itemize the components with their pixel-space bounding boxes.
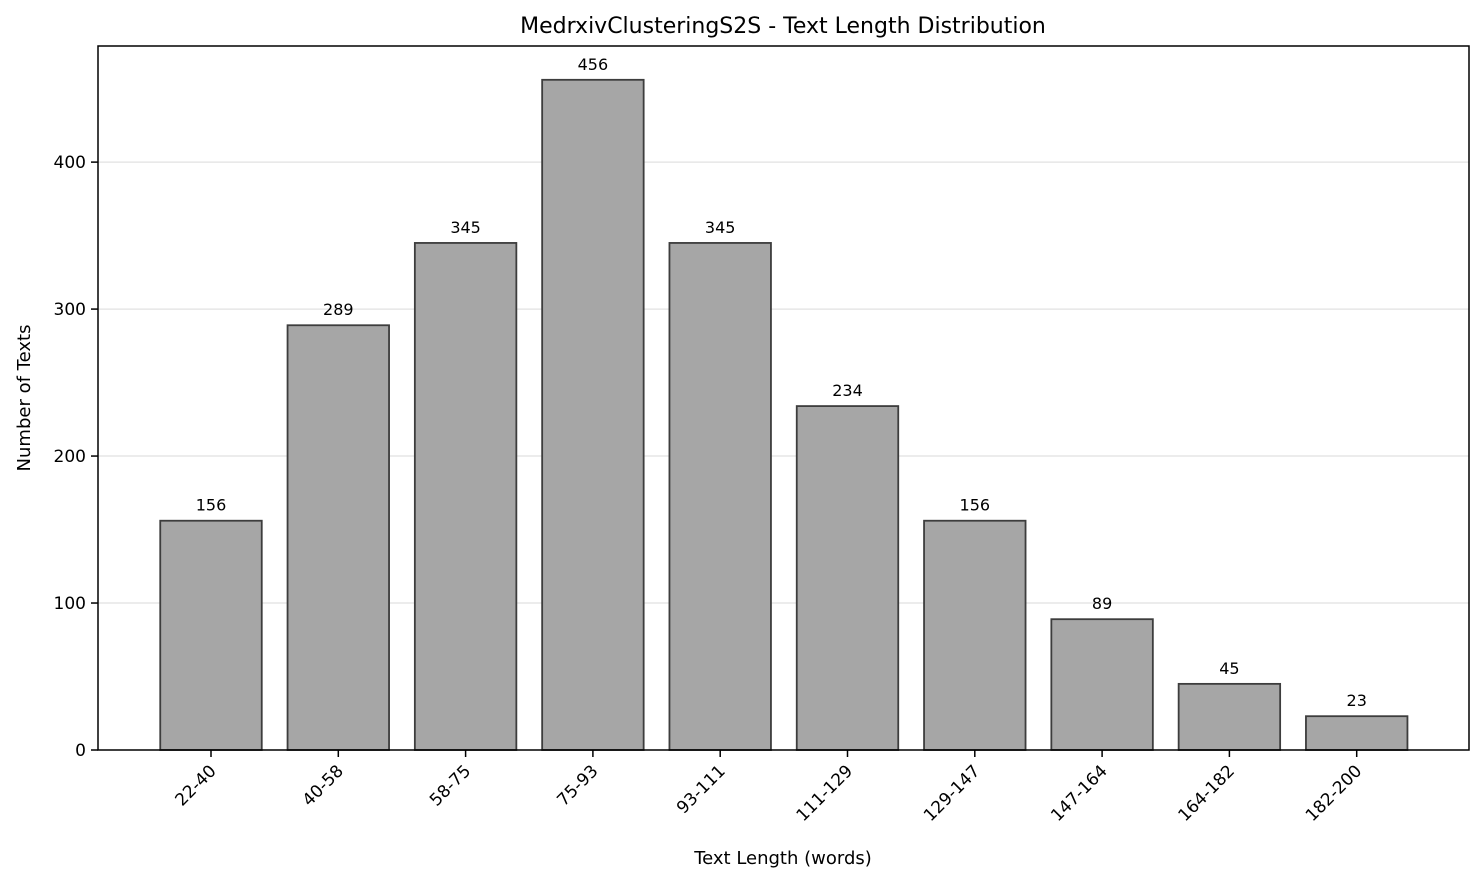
y-tick-label: 0: [75, 741, 86, 761]
y-tick-label: 100: [54, 594, 86, 614]
x-tick-label: 111-129: [793, 761, 857, 825]
bar-75-93: [541, 78, 645, 751]
x-tick-label: 93-111: [673, 761, 730, 818]
bars: [159, 78, 1409, 751]
bar-value-label: 156: [196, 496, 227, 515]
y-tick-label: 200: [54, 447, 86, 467]
bar-147-164: [1050, 618, 1154, 751]
bar-58-75: [413, 242, 518, 751]
x-tick-label: 75-93: [553, 761, 602, 810]
bar-value-label: 456: [578, 55, 609, 74]
plot-frame: [97, 45, 1470, 751]
bar-164-182: [1177, 682, 1282, 751]
bar-value-label: 89: [1092, 594, 1112, 613]
bar-129-147: [923, 519, 1027, 751]
bar-22-40: [159, 519, 263, 751]
x-tick-label: 40-58: [299, 761, 348, 810]
bar-value-labels: 156 289 345 456 345 234 156 89 45 23: [196, 55, 1367, 710]
y-tick-label: 400: [54, 153, 86, 173]
x-axis-ticks: 22-40 40-58 58-75 75-93 93-111 111-129 129-147…: [171, 750, 1366, 826]
bar-value-label: 45: [1219, 659, 1239, 678]
x-axis-label: Text Length (words): [693, 848, 872, 869]
x-tick-label: 22-40: [171, 761, 220, 810]
bar-111-129: [795, 405, 900, 751]
bar-value-label: 234: [832, 381, 863, 400]
bar-value-label: 289: [323, 300, 354, 319]
x-tick-label: 164-182: [1175, 761, 1239, 825]
x-tick-label: 147-164: [1047, 761, 1111, 825]
bar-93-111: [668, 242, 772, 751]
bar-182-200: [1305, 715, 1409, 751]
bar-value-label: 156: [960, 496, 991, 515]
x-tick-label: 129-147: [920, 761, 984, 825]
x-tick-label: 182-200: [1302, 761, 1366, 825]
y-axis-label: Number of Texts: [14, 325, 35, 472]
y-axis-ticks: 0 100 200 300 400: [54, 153, 98, 761]
bar-value-label: 345: [450, 218, 481, 237]
bar-value-label: 345: [705, 218, 736, 237]
x-tick-label: 58-75: [426, 761, 475, 810]
y-tick-label: 300: [54, 300, 86, 320]
bar-40-58: [286, 324, 390, 751]
bar-value-label: 23: [1347, 691, 1367, 710]
chart-title: MedrxivClusteringS2S - Text Length Distr…: [520, 14, 1046, 39]
